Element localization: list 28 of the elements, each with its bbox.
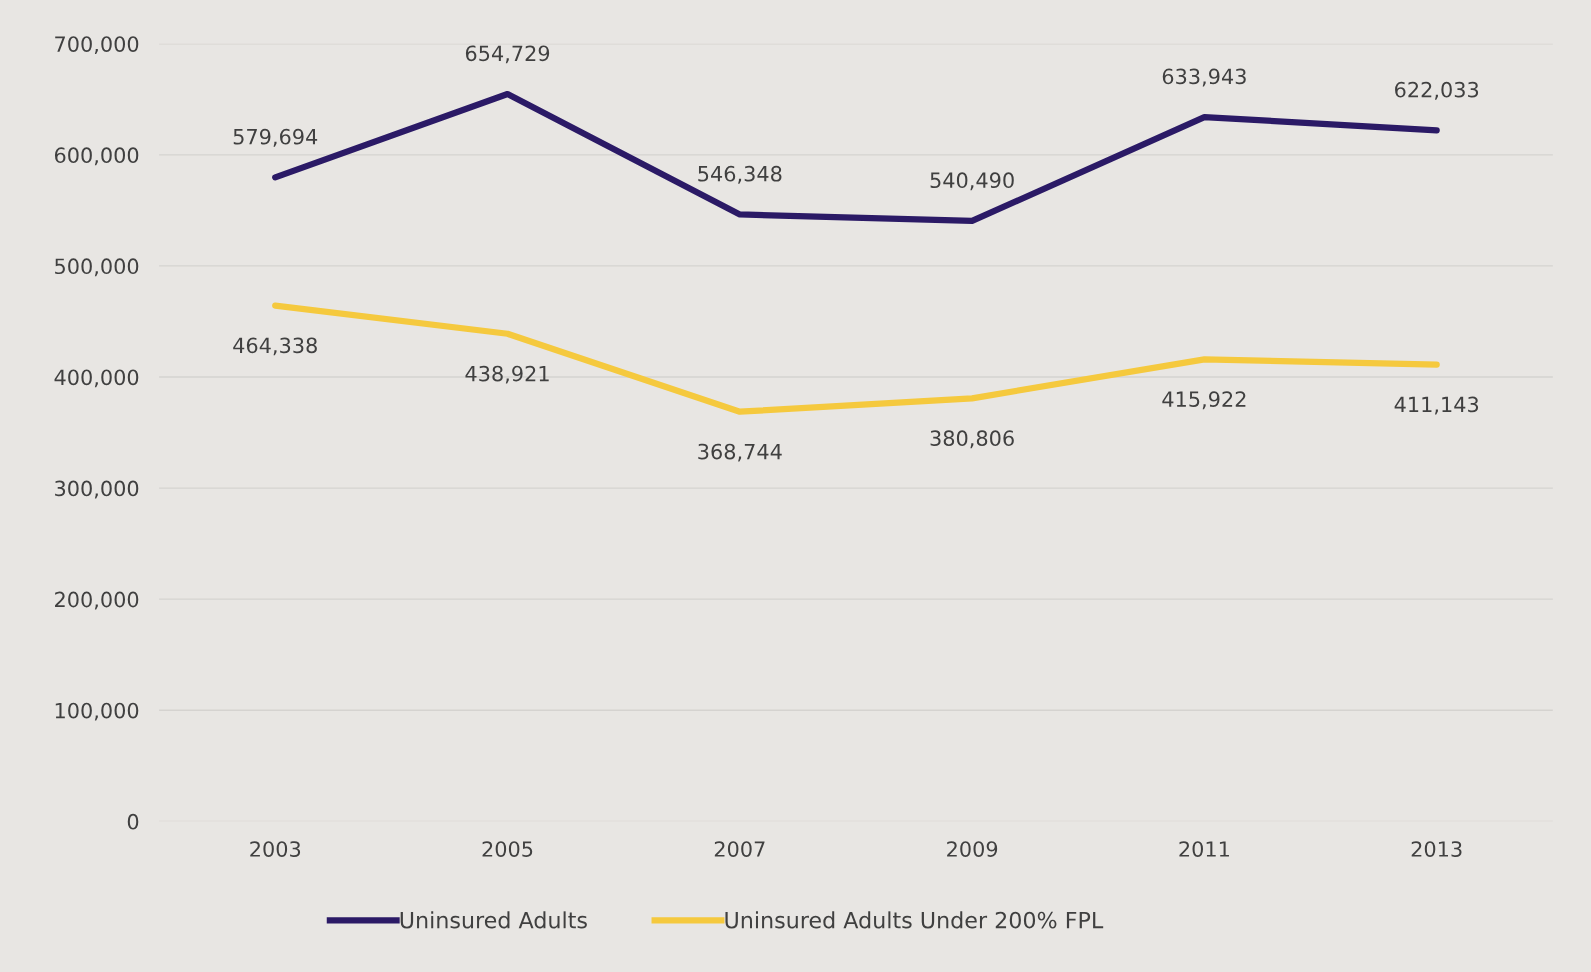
data-label: 540,490 [930,172,1014,191]
y-tick-label: 200,000 [55,591,139,610]
data-label: 622,033 [1395,81,1479,100]
x-tick-label: 2003 [250,841,301,857]
data-label: 464,338 [233,337,317,356]
legend-label: Uninsured Adults [400,911,587,929]
x-tick-label: 2005 [482,841,533,857]
data-label: 368,744 [698,443,782,462]
y-tick-label: 600,000 [54,147,139,166]
x-tick-label: 2009 [947,841,998,857]
y-tick-label: 100,000 [55,702,139,721]
data-label: 579,694 [233,128,318,147]
data-label: 380,806 [930,430,1014,449]
y-tick-label: 0 [127,813,139,830]
data-label: 546,348 [698,165,782,184]
x-tick-label: 2007 [714,841,765,857]
data-label: 411,143 [1394,396,1479,415]
legend-label: Uninsured Adults Under 200% FPL [725,911,1104,929]
y-tick-label: 300,000 [55,480,139,499]
x-tick-label: 2013 [1411,841,1462,857]
data-label: 415,922 [1162,391,1246,410]
data-label: 654,729 [465,45,550,64]
y-tick-label: 400,000 [54,369,139,388]
x-tick-label: 2011 [1179,841,1229,857]
data-label: 438,921 [465,365,549,384]
y-tick-label: 700,000 [55,36,139,55]
data-label: 633,943 [1162,68,1246,87]
y-tick-label: 500,000 [55,258,139,277]
